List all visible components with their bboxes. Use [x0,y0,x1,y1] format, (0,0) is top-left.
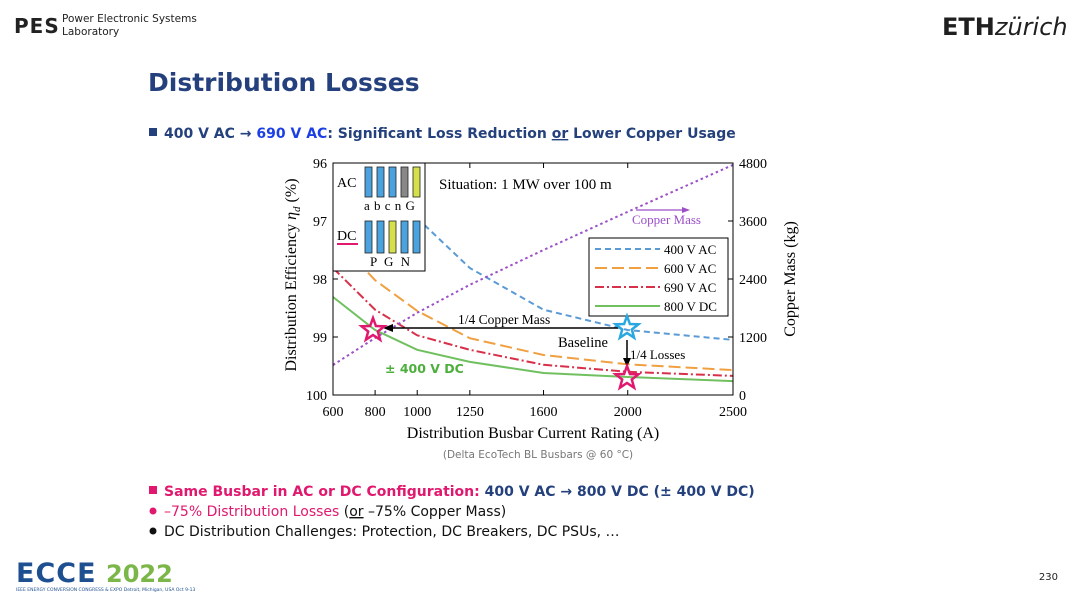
lab-logo: PES [14,14,60,38]
annotation: 1/4 Copper Mass [458,312,550,327]
lab-name: Power Electronic Systems [62,13,197,25]
conductor [364,220,373,254]
text: 690 V AC [256,126,327,142]
label-part: η [283,212,300,220]
bullet-marker [149,128,157,136]
conductor [412,166,421,198]
conductor [364,166,373,198]
text: 400 V AC → 800 V DC (± 400 V DC) [485,484,755,500]
lab-name: Laboratory [62,26,119,38]
x-tick-label: 1600 [530,405,558,420]
text: or [552,126,569,142]
y2-tick-label: 2400 [739,273,767,288]
annotation: Baseline [558,335,608,351]
y-tick-label: 100 [306,389,327,404]
plot-frame [332,162,734,396]
y-tick-label: 96 [313,157,327,172]
annotation: ± 400 V DC [385,361,464,376]
logo-part: ETH [942,13,995,41]
series-label: Copper Mass [632,212,701,227]
slide-title: Distribution Losses [148,68,420,97]
text: 400 V AC [164,126,235,142]
bullet: –75% Distribution Losses (or –75% Copper… [164,504,506,520]
star [612,312,642,341]
y-tick-label: 97 [313,215,327,230]
series-line [332,267,734,377]
bullet: 400 V AC → 690 V AC: Significant Loss Re… [164,126,736,142]
x-tick-label: 1000 [403,405,431,420]
bullet: Same Busbar in AC or DC Configuration: 4… [164,484,755,500]
star [358,314,388,343]
annotation: 1/4 Losses [630,347,685,362]
x-tick-label: 600 [323,405,344,420]
series-line [332,163,734,366]
legend-box [588,237,729,317]
footer-year: 2022 [106,560,173,588]
y2-tick-label: 0 [739,389,746,404]
x-axis-label: Distribution Busbar Current Rating (A) [407,425,659,442]
y-axis-label: Distribution Efficiency ηd (%) [283,178,303,371]
legend-label: 600 V AC [664,261,716,276]
caption: (Delta EcoTech BL Busbars @ 60 °C) [443,449,633,461]
conductor [388,166,397,198]
label-part: (%) [283,178,300,206]
x-tick-label: 1250 [456,405,484,420]
y2-tick-label: 3600 [739,215,767,230]
label-part: d [291,206,303,212]
x-tick-label: 2500 [719,405,747,420]
star [612,362,642,391]
text: –75% Copper Mass) [364,504,507,520]
conductor [412,220,421,254]
text: : Significant Loss Reduction [327,126,551,142]
legend-label: 690 V AC [664,280,716,295]
conductor [400,166,409,198]
bullet-marker [149,486,157,494]
conductor [388,220,397,254]
page-number: 230 [1039,572,1058,583]
footer-tagline: IEEE ENERGY CONVERSION CONGRESS & EXPO D… [16,587,195,593]
text: Lower Copper Usage [568,126,736,142]
arrow-head [682,207,690,213]
bullet-marker [149,527,157,535]
series-line [332,296,734,383]
logo-part: zürich [994,13,1068,41]
inset-label: a b c n G [364,198,415,213]
legend-label: 800 V DC [664,299,717,314]
y-tick-label: 98 [313,273,327,288]
conductor [376,220,385,254]
label-part: Distribution Efficiency [283,220,300,372]
inset-label: AC [337,176,356,191]
legend-label: 400 V AC [664,242,716,257]
text: –75% Distribution Losses [164,504,339,520]
conductor [400,220,409,254]
text: → [235,126,256,142]
x-tick-label: 2000 [614,405,642,420]
y2-axis-label: Copper Mass (kg) [782,221,799,337]
y2-tick-label: 4800 [739,157,767,172]
inset-label: DC [337,229,356,244]
arrow-head [383,324,393,332]
footer-logo: ECCE [16,558,97,589]
text: Same Busbar in AC or DC Configuration: [164,484,485,500]
conductor [376,166,385,198]
y-tick-label: 99 [313,331,327,346]
text: ( [339,504,349,520]
university-logo: ETHzürich [942,13,1068,41]
text: or [349,504,364,520]
bullet-marker [149,507,157,515]
inset-label: P G N [370,254,412,269]
x-tick-label: 800 [365,405,386,420]
bullet: DC Distribution Challenges: Protection, … [164,524,620,540]
y2-tick-label: 1200 [739,331,767,346]
annotation: Situation: 1 MW over 100 m [439,177,612,193]
